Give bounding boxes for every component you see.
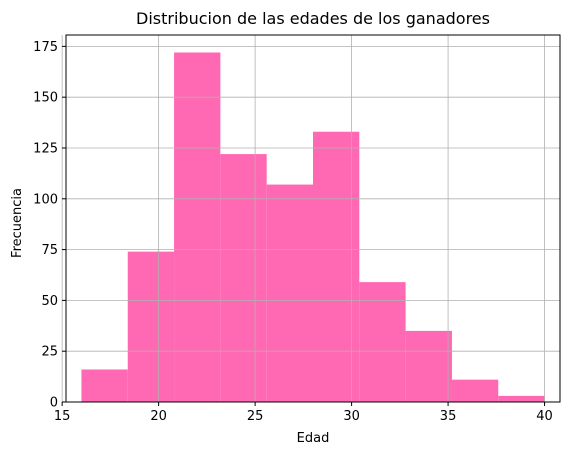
histogram-bar	[405, 330, 452, 402]
axes	[61, 34, 561, 406]
y-tick-label: 75	[41, 243, 58, 258]
histogram-bar	[451, 379, 499, 402]
y-tick-label: 175	[33, 40, 58, 55]
x-tick-label: 25	[247, 409, 264, 424]
x-axis-label: Edad	[297, 431, 330, 446]
histogram-bar	[266, 184, 313, 402]
histogram-bar	[220, 154, 267, 402]
y-tick-label: 50	[41, 294, 58, 309]
x-tick-label: 15	[54, 409, 71, 424]
x-tick-label: 40	[536, 409, 553, 424]
x-tick-label: 30	[343, 409, 360, 424]
histogram-bar	[127, 251, 175, 402]
y-tick-label: 25	[41, 345, 58, 360]
y-tick-label: 0	[50, 396, 58, 411]
y-axis-label: Frecuencia	[10, 188, 25, 258]
histogram-bars	[81, 52, 545, 403]
histogram-bar	[313, 131, 360, 403]
chart-title: Distribucion de las edades de los ganado…	[136, 9, 490, 28]
histogram-bar	[498, 395, 545, 402]
histogram-bar	[359, 282, 406, 402]
histogram-bar	[174, 52, 221, 402]
x-tick-label: 35	[440, 409, 457, 424]
x-tick-label: 20	[150, 409, 167, 424]
tick-labels: 15 20 25 30 35 40 0 25 50 75 100 125 150 175	[33, 40, 553, 424]
y-tick-label: 150	[33, 91, 58, 106]
y-tick-label: 100	[33, 192, 58, 207]
grid-lines	[61, 35, 560, 403]
histogram-bar	[81, 369, 128, 402]
y-tick-label: 125	[33, 141, 58, 156]
plot-frame	[65, 34, 561, 403]
